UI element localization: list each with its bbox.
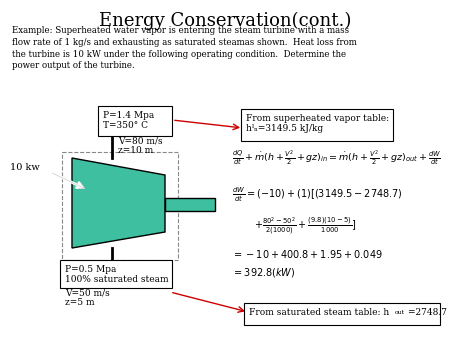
Text: $\frac{dW}{dt}=(-10)+(1)[(3149.5-2748.7)$: $\frac{dW}{dt}=(-10)+(1)[(3149.5-2748.7)… <box>232 186 402 204</box>
Text: Example: Superheated water vapor is entering the steam turbine with a mass
flow : Example: Superheated water vapor is ente… <box>12 26 357 70</box>
Text: From superheated vapor table:: From superheated vapor table: <box>246 114 389 123</box>
Polygon shape <box>72 158 165 248</box>
Text: =2748.7 kJ/kg: =2748.7 kJ/kg <box>408 308 450 317</box>
Text: Energy Conservation(cont.): Energy Conservation(cont.) <box>99 12 351 30</box>
FancyBboxPatch shape <box>98 106 172 136</box>
Text: out: out <box>395 310 405 315</box>
Text: P=1.4 Mpa
T=350° C: P=1.4 Mpa T=350° C <box>103 111 154 130</box>
Bar <box>165 198 215 211</box>
Text: $=-10+400.8+1.95+0.049$: $=-10+400.8+1.95+0.049$ <box>232 248 383 260</box>
Text: hᴵₙ=3149.5 kJ/kg: hᴵₙ=3149.5 kJ/kg <box>246 124 323 133</box>
Text: V=80 m/s
z=10 m: V=80 m/s z=10 m <box>118 136 162 155</box>
Text: From saturated steam table: h: From saturated steam table: h <box>249 308 389 317</box>
FancyBboxPatch shape <box>244 303 440 325</box>
Text: 10 kw: 10 kw <box>10 164 40 172</box>
Text: $+\frac{80^{2}-50^{2}}{2(1000)}+\frac{(9.8)(10-5)}{1000}]$: $+\frac{80^{2}-50^{2}}{2(1000)}+\frac{(9… <box>254 216 357 237</box>
Text: $=392.8(kW)$: $=392.8(kW)$ <box>232 266 296 279</box>
FancyBboxPatch shape <box>60 260 172 288</box>
Text: V=50 m/s
z=5 m: V=50 m/s z=5 m <box>65 288 110 307</box>
Text: P=0.5 Mpa
100% saturated steam: P=0.5 Mpa 100% saturated steam <box>65 265 169 284</box>
FancyBboxPatch shape <box>241 109 393 141</box>
Text: $\frac{dQ}{dt}+\dot{m}(h+\frac{V^{2}}{2}+gz)_{in}=\dot{m}(h+\frac{V^{2}}{2}+gz)_: $\frac{dQ}{dt}+\dot{m}(h+\frac{V^{2}}{2}… <box>232 148 441 167</box>
